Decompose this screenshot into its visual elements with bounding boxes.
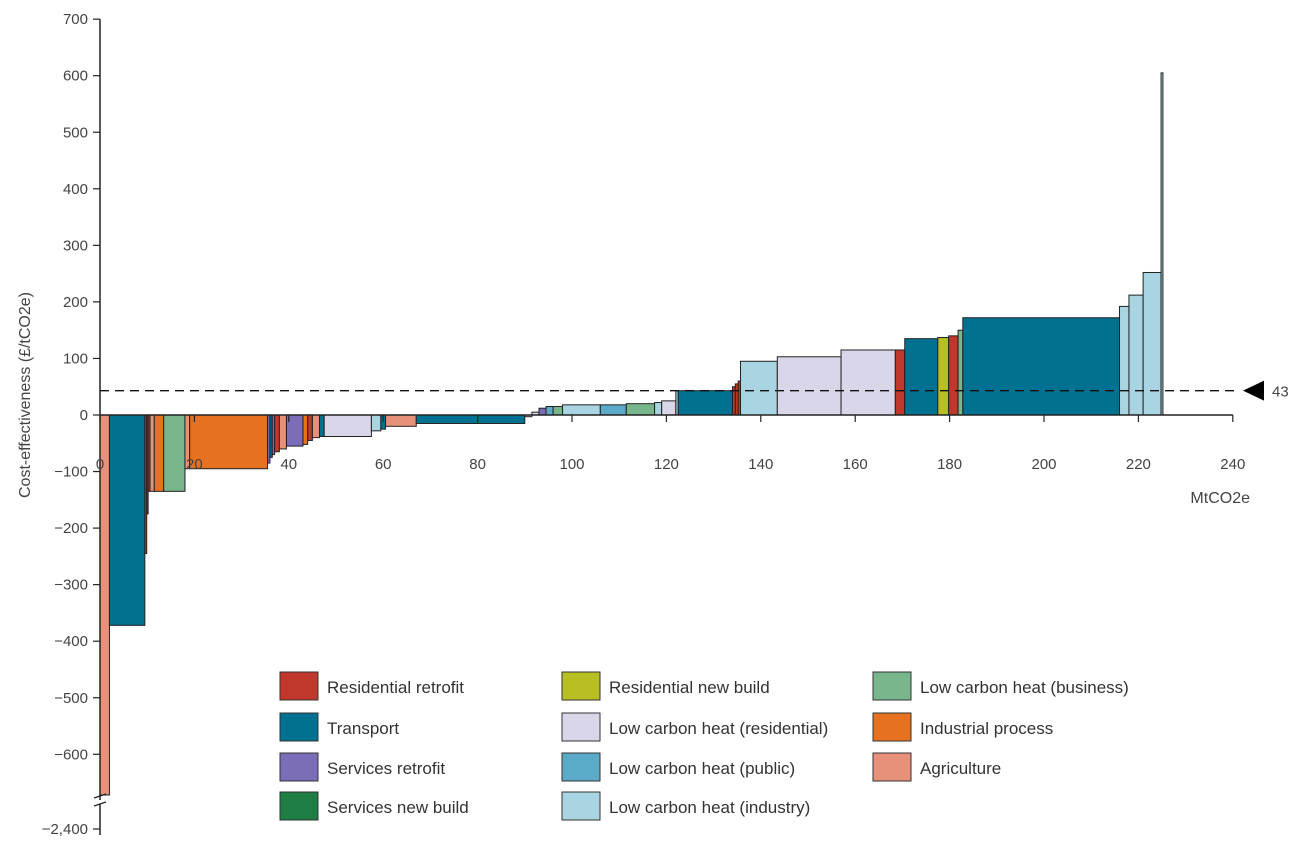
legend-label: Services retrofit bbox=[327, 759, 445, 778]
legend-swatch bbox=[279, 791, 319, 821]
y-tick-label: −200 bbox=[54, 520, 88, 537]
legend-label: Residential retrofit bbox=[327, 678, 464, 697]
x-axis-title: MtCO2e bbox=[1190, 490, 1250, 507]
bar-lch_public bbox=[599, 404, 627, 416]
bar-agriculture bbox=[385, 414, 417, 427]
bar-transport bbox=[677, 390, 733, 416]
bar-lch_residential bbox=[323, 414, 372, 437]
bar-serv_retrofit bbox=[538, 407, 547, 416]
x-tick-label: 120 bbox=[654, 456, 679, 473]
x-tick-label: 220 bbox=[1126, 456, 1151, 473]
bar-agriculture bbox=[311, 414, 320, 439]
reference-value-label: 43 bbox=[1272, 384, 1289, 401]
bar-transport bbox=[108, 414, 146, 626]
y-tick-label: −400 bbox=[54, 633, 88, 650]
bar-lch_business bbox=[163, 414, 186, 492]
y-tick-label: −500 bbox=[54, 690, 88, 707]
bar-res_retrofit bbox=[894, 349, 906, 416]
legend-swatch bbox=[561, 752, 601, 782]
x-tick-label: 0 bbox=[96, 456, 104, 473]
legend-label: Services new build bbox=[327, 798, 469, 817]
legend-label: Transport bbox=[327, 719, 399, 738]
x-tick-label: 80 bbox=[469, 456, 486, 473]
legend-swatch bbox=[872, 752, 912, 782]
y-tick-label: 0 bbox=[80, 407, 88, 424]
legend-swatch bbox=[872, 712, 912, 742]
bar-agriculture bbox=[149, 414, 155, 492]
y-tick-label: 400 bbox=[63, 181, 88, 198]
legend-swatch bbox=[279, 752, 319, 782]
legend-swatch bbox=[561, 671, 601, 701]
bar-lch_residential bbox=[661, 400, 677, 416]
bar-transport bbox=[962, 317, 1121, 416]
bar-res_retrofit bbox=[307, 414, 313, 441]
y-tick-label: −100 bbox=[54, 464, 88, 481]
x-tick-label: 200 bbox=[1031, 456, 1056, 473]
labels-layer: 437006005004003002001000−100−200−300−400… bbox=[17, 11, 1289, 838]
bar-lch_industry bbox=[370, 414, 382, 432]
legend-label: Low carbon heat (public) bbox=[609, 759, 795, 778]
bar-lch_residential bbox=[840, 349, 896, 416]
legend-swatch bbox=[872, 671, 912, 701]
y-tick-label: −600 bbox=[54, 746, 88, 763]
bar-lch_business bbox=[957, 329, 964, 416]
y-tick-label: 500 bbox=[63, 124, 88, 141]
bar-res_newbuild bbox=[937, 337, 950, 416]
legend-swatch bbox=[561, 791, 601, 821]
bar-lch_business bbox=[625, 403, 656, 416]
y-tick-label: 600 bbox=[63, 68, 88, 85]
x-tick-label: 60 bbox=[375, 456, 392, 473]
y-tick-label: 300 bbox=[63, 237, 88, 254]
x-tick-label: 20 bbox=[186, 456, 203, 473]
bar-transport bbox=[415, 414, 479, 424]
y-tick-label: 200 bbox=[63, 294, 88, 311]
reference-marker-icon bbox=[1243, 380, 1264, 401]
bar-transport bbox=[318, 414, 325, 437]
legend-label: Low carbon heat (residential) bbox=[609, 719, 828, 738]
bar-agriculture bbox=[278, 414, 287, 450]
x-tick-label: 180 bbox=[937, 456, 962, 473]
bar-lch_industry bbox=[654, 402, 663, 416]
legend-label: Industrial process bbox=[920, 719, 1053, 738]
y-tick-label: 100 bbox=[63, 350, 88, 367]
legend-label: Agriculture bbox=[920, 759, 1001, 778]
legend-label: Low carbon heat (business) bbox=[920, 678, 1129, 697]
bar-lch_industry bbox=[1128, 294, 1144, 416]
y-break-label: −2,400 bbox=[42, 821, 88, 838]
legend-label: Low carbon heat (industry) bbox=[609, 798, 810, 817]
legend-swatch bbox=[279, 671, 319, 701]
bar-lch_industry bbox=[1119, 305, 1130, 416]
bar-industrial bbox=[153, 414, 165, 492]
bar-industrial bbox=[302, 414, 309, 445]
legend-swatch bbox=[561, 712, 601, 742]
x-tick-label: 140 bbox=[748, 456, 773, 473]
x-tick-label: 100 bbox=[559, 456, 584, 473]
bar-transport bbox=[477, 414, 526, 424]
bar-lch_business bbox=[552, 406, 564, 416]
x-tick-label: 40 bbox=[280, 456, 297, 473]
y-tick-label: 700 bbox=[63, 11, 88, 28]
x-tick-label: 160 bbox=[843, 456, 868, 473]
bar-lch_industry bbox=[562, 404, 601, 416]
legend-label: Residential new build bbox=[609, 678, 770, 697]
axis-break-mark bbox=[93, 793, 107, 799]
bar-transport bbox=[904, 338, 939, 416]
y-tick-label: −300 bbox=[54, 577, 88, 594]
x-tick-label: 240 bbox=[1220, 456, 1245, 473]
legend-swatch bbox=[279, 712, 319, 742]
bar-lch_industry bbox=[1142, 271, 1162, 416]
bar-lch_residential bbox=[776, 356, 842, 416]
bar-res_retrofit bbox=[274, 414, 280, 453]
bar-res_retrofit bbox=[948, 335, 959, 416]
axes-layer bbox=[93, 18, 1264, 835]
bar-lch_public bbox=[545, 406, 554, 416]
bar-lch_industry bbox=[740, 360, 778, 416]
bar-lch_industry bbox=[1160, 72, 1164, 416]
legend: Residential retrofit Transport Services re… bbox=[279, 671, 1129, 821]
y-axis-title: Cost-effectiveness (£/tCO2e) bbox=[17, 292, 34, 498]
